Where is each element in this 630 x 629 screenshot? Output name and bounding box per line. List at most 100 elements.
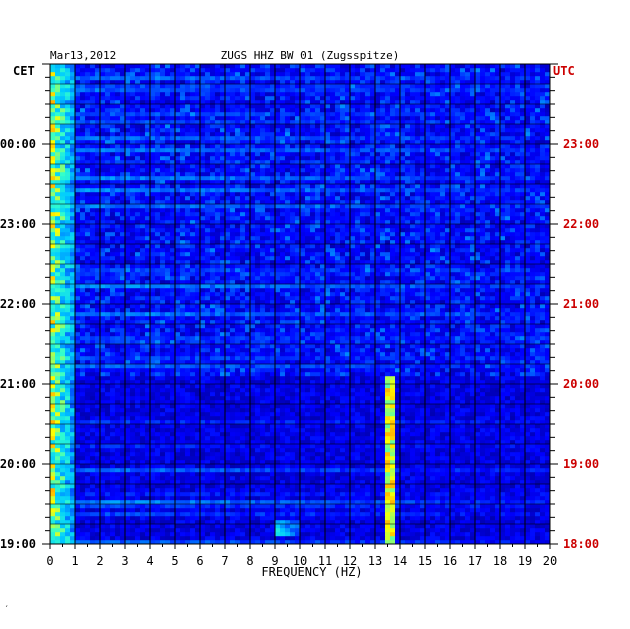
heatmap-cell — [205, 344, 211, 349]
heatmap-cell — [165, 420, 171, 425]
heatmap-cell — [345, 360, 351, 365]
heatmap-cell — [165, 472, 171, 477]
heatmap-cell — [440, 372, 446, 377]
heatmap-cell — [340, 436, 346, 441]
heatmap-cell — [70, 388, 76, 393]
heatmap-cell — [410, 432, 416, 437]
heatmap-cell — [470, 532, 476, 537]
heatmap-cell — [490, 420, 496, 425]
heatmap-cell — [460, 396, 466, 401]
heatmap-cell — [310, 472, 316, 477]
heatmap-cell — [215, 412, 221, 417]
heatmap-cell — [135, 520, 141, 525]
heatmap-cell — [120, 476, 126, 481]
heatmap-cell — [415, 352, 421, 357]
heatmap-cell — [65, 364, 71, 369]
heatmap-cell — [435, 356, 441, 361]
heatmap-cell — [225, 368, 231, 373]
heatmap-cell — [420, 424, 426, 429]
heatmap-cell — [505, 480, 511, 485]
heatmap-cell — [290, 448, 296, 453]
heatmap-cell — [210, 376, 216, 381]
heatmap-cell — [455, 448, 461, 453]
heatmap-cell — [440, 536, 446, 541]
heatmap-cell — [540, 532, 546, 537]
heatmap-cell — [470, 360, 476, 365]
heatmap-cell — [60, 400, 66, 405]
heatmap-cell — [490, 516, 496, 521]
heatmap-cell — [245, 452, 251, 457]
heatmap-cell — [400, 528, 406, 533]
heatmap-cell — [50, 380, 56, 385]
heatmap-cell — [320, 368, 326, 373]
heatmap-cell — [400, 496, 406, 501]
heatmap-cell — [455, 516, 461, 521]
heatmap-cell — [480, 380, 486, 385]
heatmap-cell — [140, 484, 146, 489]
heatmap-cell — [545, 436, 551, 441]
heatmap-cell — [70, 512, 76, 517]
heatmap-cell — [525, 392, 531, 397]
heatmap-cell — [205, 352, 211, 357]
heatmap-cell — [350, 432, 356, 437]
heatmap-cell — [230, 504, 236, 509]
heatmap-cell — [520, 416, 526, 421]
heatmap-cell — [355, 400, 361, 405]
heatmap-cell — [305, 528, 311, 533]
heatmap-cell — [450, 344, 456, 349]
heatmap-cell — [195, 408, 201, 413]
heatmap-cell — [435, 476, 441, 481]
heatmap-cell — [280, 520, 286, 525]
heatmap-cell — [455, 512, 461, 517]
heatmap-cell — [85, 452, 91, 457]
heatmap-cell — [110, 476, 116, 481]
heatmap-cell — [450, 500, 456, 505]
heatmap-cell — [165, 432, 171, 437]
heatmap-cell — [415, 392, 421, 397]
heatmap-cell — [280, 524, 286, 529]
heatmap-cell — [240, 488, 246, 493]
heatmap-cell — [365, 452, 371, 457]
heatmap-cell — [510, 432, 516, 437]
heatmap-cell — [105, 372, 111, 377]
heatmap-cell — [545, 432, 551, 437]
heatmap-cell — [375, 372, 381, 377]
heatmap-cell — [440, 444, 446, 449]
heatmap-cell — [370, 360, 376, 365]
heatmap-cell — [250, 352, 256, 357]
heatmap-cell — [90, 508, 96, 513]
heatmap-cell — [350, 412, 356, 417]
heatmap-cell — [70, 440, 76, 445]
heatmap-cell — [530, 528, 536, 533]
heatmap-cell — [330, 376, 336, 381]
heatmap-cell — [510, 448, 516, 453]
heatmap-cell — [440, 424, 446, 429]
heatmap-cell — [300, 344, 306, 349]
heatmap-cell — [310, 476, 316, 481]
heatmap-cell — [310, 496, 316, 501]
heatmap-cell — [290, 456, 296, 461]
heatmap-cell — [255, 432, 261, 437]
heatmap-cell — [65, 348, 71, 353]
heatmap-cell — [405, 520, 411, 525]
heatmap-cell — [520, 464, 526, 469]
heatmap-cell — [400, 432, 406, 437]
heatmap-cell — [235, 532, 241, 537]
heatmap-cell — [95, 456, 101, 461]
heatmap-cell — [505, 492, 511, 497]
heatmap-cell — [160, 348, 166, 353]
heatmap-cell — [210, 472, 216, 477]
heatmap-cell — [385, 484, 391, 489]
heatmap-cell — [485, 360, 491, 365]
heatmap-cell — [245, 484, 251, 489]
heatmap-cell — [110, 536, 116, 541]
heatmap-cell — [95, 500, 101, 505]
heatmap-cell — [415, 424, 421, 429]
heatmap-cell — [500, 520, 506, 525]
heatmap-cell — [255, 400, 261, 405]
heatmap-cell — [215, 540, 221, 545]
heatmap-cell — [505, 488, 511, 493]
heatmap-cell — [525, 528, 531, 533]
heatmap-cell — [140, 504, 146, 509]
heatmap-cell — [215, 356, 221, 361]
